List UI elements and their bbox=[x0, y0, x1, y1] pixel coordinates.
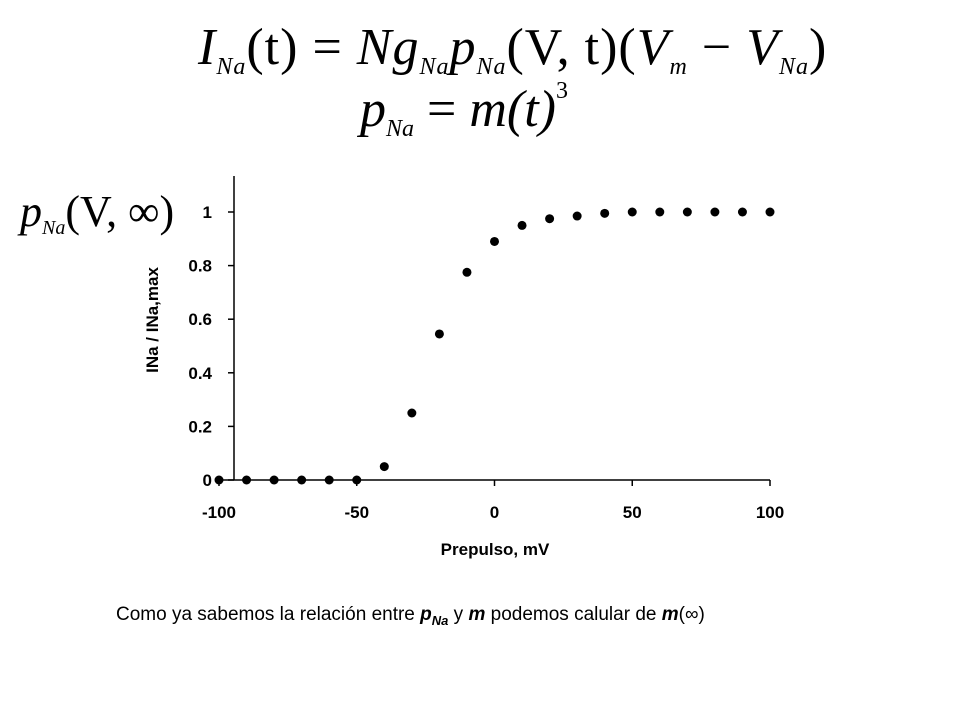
data-point bbox=[765, 207, 775, 217]
data-point bbox=[517, 220, 527, 230]
y-axis-title: INa / INa,max bbox=[143, 267, 162, 373]
y-tick-label: 1 bbox=[203, 203, 212, 222]
x-tick-label: 50 bbox=[623, 503, 642, 522]
data-point bbox=[490, 236, 499, 246]
x-tick-label: -100 bbox=[202, 503, 236, 522]
data-point bbox=[572, 211, 582, 221]
x-tick-label: -50 bbox=[344, 503, 369, 522]
equation-current: INa(t) = NgNapNa(V, t)(Vm − VNa) bbox=[198, 19, 828, 80]
data-point bbox=[297, 475, 307, 485]
data-point bbox=[269, 475, 279, 485]
data-point bbox=[352, 475, 362, 485]
data-point bbox=[627, 207, 637, 217]
data-point bbox=[324, 475, 334, 485]
data-point bbox=[407, 408, 417, 418]
data-point bbox=[545, 214, 555, 224]
x-tick-label: 0 bbox=[490, 503, 499, 522]
caption: Como ya sabemos la relación entre pNa y … bbox=[116, 604, 705, 628]
data-point bbox=[434, 329, 444, 339]
y-tick-label: 0.4 bbox=[188, 364, 212, 383]
data-point bbox=[655, 207, 665, 217]
y-tick-label: 0.2 bbox=[188, 417, 212, 436]
data-point bbox=[737, 207, 747, 217]
data-point bbox=[379, 462, 389, 472]
data-points bbox=[214, 207, 775, 485]
x-tick-label: 100 bbox=[756, 503, 784, 522]
data-point bbox=[462, 267, 472, 277]
x-ticks: -100 -50 0 50 100 bbox=[202, 480, 784, 522]
data-point bbox=[600, 208, 610, 218]
y-tick-label: 0 bbox=[203, 471, 212, 490]
x-axis-title: Prepulso, mV bbox=[441, 540, 550, 559]
y-tick-label: 0.8 bbox=[188, 257, 212, 276]
data-point bbox=[242, 475, 252, 485]
y-ticks: 0 0.2 0.4 0.6 0.8 1 bbox=[188, 203, 234, 490]
equation-probability: pNa = m(t)3 bbox=[360, 78, 568, 142]
y-tick-label: 0.6 bbox=[188, 310, 212, 329]
data-point bbox=[710, 207, 720, 217]
data-point bbox=[214, 475, 224, 485]
side-label-pna-infinity: pNa(V, ∞) bbox=[20, 187, 175, 239]
data-point bbox=[682, 207, 692, 217]
